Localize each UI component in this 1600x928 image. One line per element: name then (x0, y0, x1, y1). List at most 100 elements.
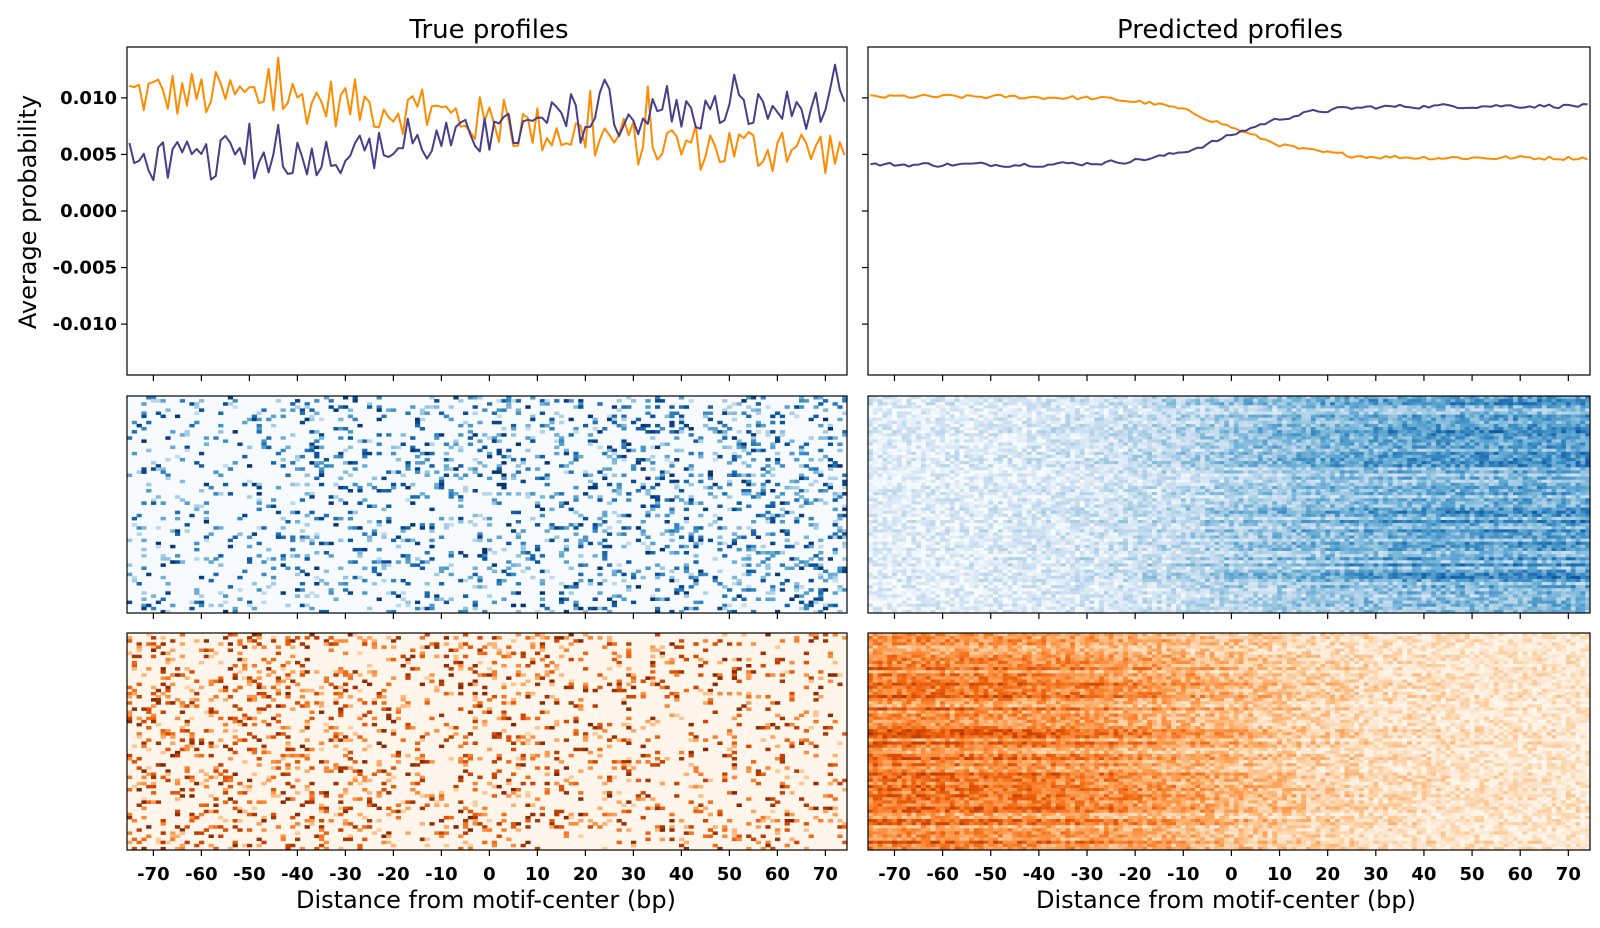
heatmap-cell (1479, 451, 1485, 456)
heatmap-cell (1503, 439, 1509, 443)
heatmap-cell (1118, 436, 1124, 440)
heatmap-cell (256, 417, 262, 422)
heatmap-cell (1046, 458, 1052, 462)
heatmap-cell (127, 538, 133, 543)
heatmap-cell (141, 414, 147, 419)
heatmap-cell (563, 501, 569, 505)
heatmap-cell (650, 597, 656, 601)
heatmap-cell (232, 461, 238, 465)
heatmap-cell (650, 495, 656, 499)
heatmap-cell (1286, 442, 1292, 446)
heatmap-cell (1517, 402, 1524, 406)
heatmap-cell (1344, 454, 1350, 459)
heatmap-cell (775, 572, 781, 577)
heatmap-cell (959, 399, 965, 403)
heatmap-cell (679, 417, 685, 422)
heatmap-cell (415, 467, 421, 471)
heatmap-cell (232, 399, 238, 403)
heatmap-cell (458, 504, 464, 508)
heatmap-cell (1055, 430, 1061, 434)
heatmap-cell (1368, 436, 1374, 440)
heatmap-cell (954, 448, 960, 453)
heatmap-cell (803, 399, 809, 403)
heatmap-cell (381, 532, 387, 536)
heatmap-cell (448, 551, 454, 555)
heatmap-cell (1363, 408, 1369, 412)
heatmap-cell (1541, 408, 1548, 412)
heatmap-cell (892, 439, 898, 443)
heatmap-cell (1450, 442, 1456, 446)
heatmap-cell (896, 427, 903, 431)
heatmap-cell (1330, 408, 1336, 412)
heatmap-cell (563, 547, 569, 552)
heatmap-cell (988, 405, 994, 409)
heatmap-cell (1575, 448, 1581, 453)
heatmap-cell (1055, 458, 1061, 462)
heatmap-cell (736, 507, 742, 512)
heatmap-cell (813, 526, 819, 530)
heatmap-cell (1306, 430, 1312, 434)
heatmap-cell (882, 423, 888, 428)
heatmap-cell (1330, 442, 1336, 446)
heatmap-cell (621, 513, 627, 518)
heatmap-cell (1238, 436, 1244, 440)
heatmap-cell (1325, 430, 1331, 434)
heatmap-cell (964, 396, 970, 400)
heatmap-cell (1185, 411, 1191, 415)
heatmap-cell (940, 454, 946, 459)
heatmap-cell (467, 467, 473, 471)
heatmap-cell (472, 600, 478, 605)
heatmap-cell (1084, 414, 1090, 419)
heatmap-cell (1142, 396, 1148, 400)
heatmap-cell (935, 405, 941, 409)
heatmap-cell (347, 414, 353, 419)
heatmap-cell (477, 585, 483, 589)
heatmap-cell (1402, 430, 1408, 434)
heatmap-cell (491, 439, 497, 443)
heatmap-cell (218, 430, 224, 434)
heatmap-cell (362, 591, 368, 595)
heatmap-cell (916, 458, 922, 462)
heatmap-cell (1142, 399, 1148, 403)
heatmap-cell (1421, 448, 1427, 453)
heatmap-cell (940, 439, 946, 443)
heatmap-cell (717, 547, 723, 552)
heatmap-cell (141, 597, 147, 601)
heatmap-cell (1099, 420, 1105, 425)
heatmap-cell (659, 532, 665, 536)
heatmap-cell (549, 526, 555, 530)
heatmap-cell (1460, 408, 1466, 412)
heatmap-cell (698, 600, 704, 605)
heatmap-cell (1546, 451, 1552, 456)
heatmap-cell (741, 572, 747, 577)
heatmap-cell (775, 458, 781, 462)
heatmap-cell (789, 566, 795, 570)
heatmap-cell (1585, 411, 1591, 415)
heatmap-cell (698, 569, 704, 574)
heatmap-cell (573, 498, 579, 502)
heatmap-cell (1074, 442, 1081, 446)
heatmap-cell (1460, 414, 1466, 419)
heatmap-cell (1132, 430, 1138, 434)
heatmap-cell (1421, 420, 1427, 425)
heatmap-cell (347, 461, 353, 465)
heatmap-cell (887, 430, 893, 434)
heatmap-cell (717, 485, 723, 490)
heatmap-cell (1190, 423, 1196, 428)
heatmap-cell (925, 442, 931, 446)
heatmap-cell (746, 414, 752, 419)
heatmap-cell (683, 423, 689, 428)
heatmap-cell (669, 538, 675, 543)
heatmap-cell (1315, 439, 1321, 443)
heatmap-cell (1190, 454, 1196, 459)
heatmap-cell (1195, 408, 1201, 412)
heatmap-cell (1397, 399, 1403, 403)
heatmap-cell (1358, 411, 1365, 415)
heatmap-cell (1421, 445, 1427, 450)
heatmap-cell (415, 541, 421, 546)
heatmap-cell (391, 485, 397, 490)
heatmap-cell (872, 420, 879, 425)
heatmap-cell (1537, 436, 1543, 440)
heatmap-cell (1421, 442, 1427, 446)
heatmap-cell (424, 495, 430, 499)
